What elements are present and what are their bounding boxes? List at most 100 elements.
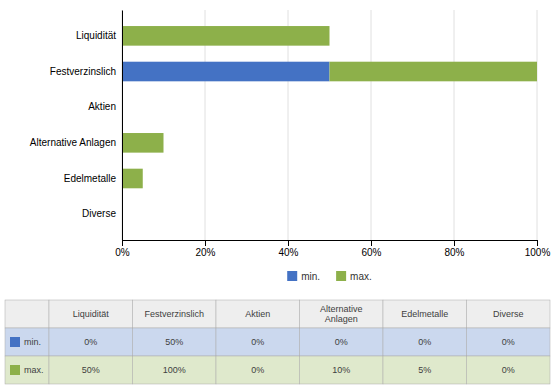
table: Liquidität Festverzinslich Aktien Alternati… — [5, 300, 550, 384]
table-cell — [216, 356, 300, 384]
table-cell-label: 0% — [251, 365, 264, 375]
tick: Alternative Anlagen — [30, 137, 122, 148]
tick: 80% — [444, 240, 464, 258]
tick-label: Aktien — [88, 101, 116, 112]
tick-mark — [122, 240, 123, 246]
tick: Edelmetalle — [64, 173, 122, 184]
table-header-cell — [5, 300, 49, 328]
y-axis: Diverse Edelmetalle Alternative Anlagen Akt… — [30, 11, 123, 241]
tick-mark — [288, 240, 289, 246]
tick: 0% — [115, 240, 130, 258]
table-cell-label: 0% — [84, 337, 97, 347]
tick: Liquidität — [76, 30, 122, 41]
table-cell-label: 0% — [502, 365, 515, 375]
table-cell — [133, 328, 217, 356]
bar — [122, 26, 330, 46]
legend-label: min. — [301, 271, 320, 282]
bar — [122, 169, 143, 189]
grid-line — [122, 10, 123, 240]
table-cell — [300, 328, 384, 356]
tick-label: Diverse — [82, 208, 116, 219]
table-header: Aktien — [245, 309, 270, 319]
table-header-cell — [300, 300, 384, 328]
table-header-cell — [216, 300, 300, 328]
legend-item: min. — [287, 271, 320, 282]
table-cell-label: 5% — [418, 365, 431, 375]
table-header-cell — [133, 300, 217, 328]
plot: 0% 20% 40% 60% 80% 100% Diverse Edelmetalle Alte… — [30, 10, 551, 258]
axis-line — [122, 11, 123, 241]
tick-label: 100% — [525, 247, 551, 258]
tick-mark — [205, 240, 206, 246]
bar — [122, 133, 164, 153]
chart: 0% 20% 40% 60% 80% 100% Diverse Edelmetalle Alte… — [0, 0, 555, 390]
bar — [330, 62, 538, 82]
table-header: Festverzinslich — [144, 309, 204, 319]
table-cell — [49, 328, 133, 356]
table-cell-label: 10% — [332, 365, 350, 375]
table-header: Liquidität — [73, 309, 110, 319]
x-axis: 0% 20% 40% 60% 80% 100% — [115, 240, 550, 258]
table-cell-label: 50% — [165, 337, 183, 347]
tick: Festverzinslich — [50, 66, 122, 77]
table-cell-label: 0% — [251, 337, 264, 347]
bar — [122, 62, 330, 82]
legend: min. max. — [287, 271, 372, 282]
tick-mark — [454, 240, 455, 246]
table-row-label: max. — [24, 365, 44, 375]
table-header-cell — [467, 300, 551, 328]
tick: Aktien — [88, 101, 122, 112]
table-row-label: min. — [24, 337, 41, 347]
table-row-label-cell — [5, 328, 49, 356]
grid-line — [537, 10, 538, 240]
grid-line — [454, 10, 455, 240]
table-header-cell — [383, 300, 467, 328]
table-header: Diverse — [493, 309, 524, 319]
table-cell-label: 0% — [502, 337, 515, 347]
table-cell — [467, 356, 551, 384]
table-cell-label: 100% — [163, 365, 186, 375]
tick-label: Edelmetalle — [64, 173, 117, 184]
tick: 20% — [195, 240, 215, 258]
series — [122, 62, 330, 82]
tick-label: Liquidität — [76, 30, 116, 41]
tick-mark — [537, 240, 538, 246]
tick-mark — [371, 240, 372, 246]
table-header: AlternativeAnlagen — [320, 304, 363, 324]
tick-label: 40% — [278, 247, 298, 258]
tick-label: 0% — [115, 247, 130, 258]
tick: 100% — [525, 240, 551, 258]
tick-label: 20% — [195, 247, 215, 258]
table-row-label-cell — [5, 356, 49, 384]
table-cell-label: 0% — [418, 337, 431, 347]
series — [122, 26, 537, 188]
table-cell — [216, 328, 300, 356]
table-cell — [300, 356, 384, 384]
tick-label: 80% — [444, 247, 464, 258]
legend-label: max. — [350, 271, 372, 282]
table-header-cell — [49, 300, 133, 328]
tick: Diverse — [82, 208, 122, 219]
grid-line — [371, 10, 372, 240]
tick-label: 60% — [361, 247, 381, 258]
table-cell — [133, 356, 217, 384]
table-swatch — [10, 337, 20, 347]
table-cell — [383, 356, 467, 384]
table-header: Edelmetalle — [401, 309, 448, 319]
tick-label: Alternative Anlagen — [30, 137, 116, 148]
table-cell-label: 50% — [82, 365, 100, 375]
legend-swatch — [287, 271, 297, 281]
table-swatch — [10, 365, 20, 375]
table-cell — [467, 328, 551, 356]
table-cell — [49, 356, 133, 384]
grid — [122, 10, 537, 240]
tick-label: Festverzinslich — [50, 66, 116, 77]
tick: 60% — [361, 240, 381, 258]
legend-item: max. — [336, 271, 372, 282]
axis-line — [123, 241, 538, 247]
tick: 40% — [278, 240, 298, 258]
bars — [122, 26, 537, 188]
legend-swatch — [336, 271, 346, 281]
table-cell-label: 0% — [335, 337, 348, 347]
table-cell — [383, 328, 467, 356]
